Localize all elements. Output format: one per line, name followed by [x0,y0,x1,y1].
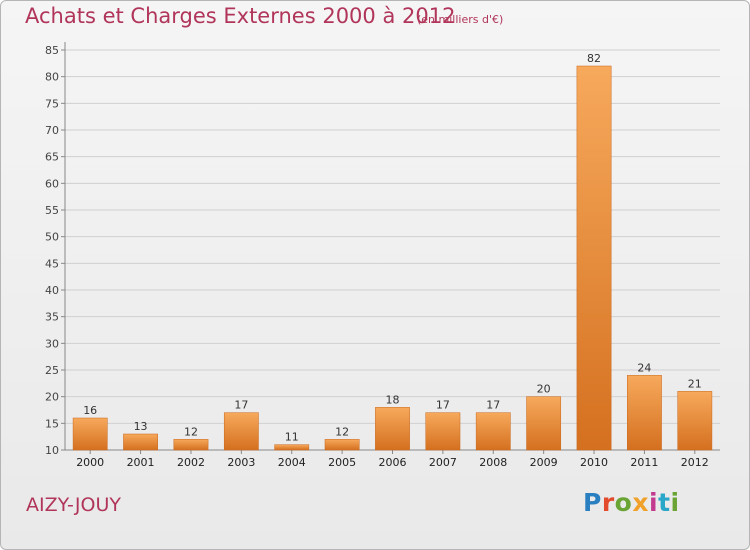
x-tick-label-2003: 2003 [227,456,255,469]
data-label-2000: 16 [83,404,97,417]
bar-2006 [375,407,410,451]
data-label-2009: 20 [537,383,551,396]
proxiti-logo: Proxiti [583,488,680,517]
y-tick-label: 25 [45,364,59,377]
x-tick-label-2000: 2000 [76,456,104,469]
bar-2003 [223,412,259,451]
x-tick-label-2006: 2006 [379,456,407,469]
bar-2010 [576,65,612,451]
y-tick-label: 85 [45,44,59,57]
bar-2005 [324,439,360,451]
y-tick-label: 70 [45,124,59,137]
bar-2004 [274,444,310,451]
x-tick-label-2009: 2009 [530,456,558,469]
data-label-2004: 11 [285,431,299,444]
data-label-2010: 82 [587,52,601,65]
x-tick-label-2012: 2012 [681,456,709,469]
bar-2001 [123,433,158,451]
data-label-2003: 17 [234,399,248,412]
chart-subtitle: (en milliers d'€) [417,13,504,26]
bars: 16 13 12 17 11 12 18 17 17 20 82 24 21 [72,52,713,451]
data-label-2012: 21 [688,377,702,390]
y-tick-label: 45 [45,257,59,270]
x-tick-label-2005: 2005 [328,456,356,469]
y-tick-label: 10 [45,444,59,457]
data-label-2001: 13 [134,420,148,433]
x-tick-label-2011: 2011 [630,456,658,469]
data-label-2011: 24 [637,361,651,374]
y-tick-label: 50 [45,231,59,244]
bar-2000 [72,417,108,451]
y-tick-label: 15 [45,417,59,430]
chart-title: Achats et Charges Externes 2000 à 2012 [25,4,456,28]
bar-2007 [425,412,461,451]
y-tick-label: 35 [45,311,59,324]
grid-lines [65,49,720,424]
x-tick-label-2008: 2008 [479,456,507,469]
data-label-2007: 17 [436,399,450,412]
y-tick-label: 30 [45,337,59,350]
data-label-2006: 18 [386,393,400,406]
y-tick-label: 65 [45,151,59,164]
x-tick-label-2002: 2002 [177,456,205,469]
bar-2008 [475,412,511,451]
x-tick-label-2007: 2007 [429,456,457,469]
data-label-2002: 12 [184,425,198,438]
bar-2012 [677,391,713,451]
data-label-2005: 12 [335,425,349,438]
x-tick-label-2004: 2004 [278,456,306,469]
y-tick-label: 55 [45,204,59,217]
y-tick-label: 20 [45,391,59,404]
bar-2011 [627,375,662,451]
y-tick-label: 80 [45,71,59,84]
bar-2002 [173,439,209,451]
axes: 10 15 20 25 30 35 40 45 50 55 60 65 70 75 80 85 2000 2001… [45,42,720,469]
x-tick-label-2010: 2010 [580,456,608,469]
y-tick-label: 75 [45,97,59,110]
bar-2009 [526,396,562,451]
commune-name: AIZY-JOUY [26,494,121,516]
y-tick-label: 60 [45,177,59,190]
data-label-2008: 17 [486,399,500,412]
y-tick-label: 40 [45,284,59,297]
x-tick-label-2001: 2001 [127,456,155,469]
